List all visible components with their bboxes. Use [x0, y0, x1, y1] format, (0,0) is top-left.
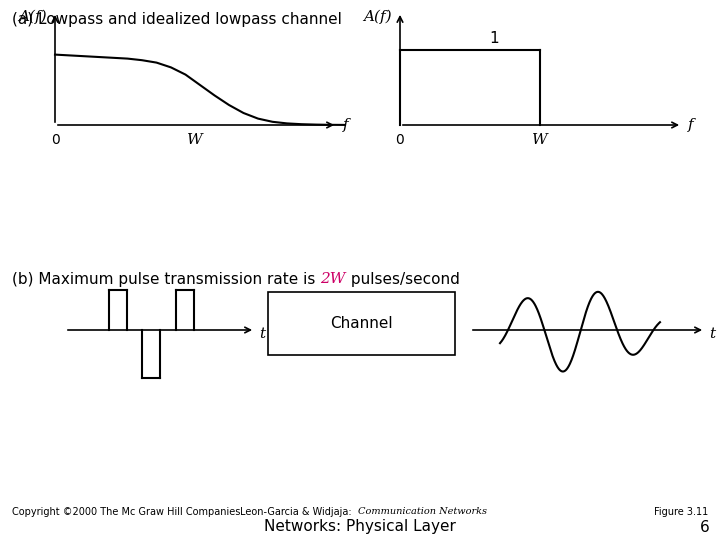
Bar	[268, 292, 455, 355]
Text: Communication Networks: Communication Networks	[358, 508, 487, 516]
Text: Copyright ©2000 The Mc Graw Hill Companies: Copyright ©2000 The Mc Graw Hill Compani…	[12, 507, 240, 517]
Text: Channel: Channel	[330, 316, 393, 331]
Text: 6: 6	[701, 519, 710, 535]
Text: Networks: Physical Layer: Networks: Physical Layer	[264, 519, 456, 535]
Text: f: f	[688, 118, 693, 132]
Text: W: W	[532, 133, 548, 147]
Text: W: W	[187, 133, 203, 147]
Text: 1: 1	[489, 31, 499, 46]
Text: A(f): A(f)	[364, 10, 392, 24]
Text: f: f	[343, 118, 348, 132]
Text: pulses/second: pulses/second	[346, 272, 459, 287]
Text: Leon-Garcia & Widjaja:: Leon-Garcia & Widjaja:	[240, 507, 358, 517]
Text: t: t	[259, 327, 265, 341]
Text: 0: 0	[50, 133, 59, 147]
Text: (b) Maximum pulse transmission rate is: (b) Maximum pulse transmission rate is	[12, 272, 320, 287]
Text: 2W: 2W	[320, 272, 346, 286]
Text: Figure 3.11: Figure 3.11	[654, 507, 708, 517]
Text: (a) Lowpass and idealized lowpass channel: (a) Lowpass and idealized lowpass channe…	[12, 12, 342, 27]
Text: A(f): A(f)	[19, 10, 47, 24]
Text: 0: 0	[395, 133, 405, 147]
Text: t: t	[709, 327, 715, 341]
